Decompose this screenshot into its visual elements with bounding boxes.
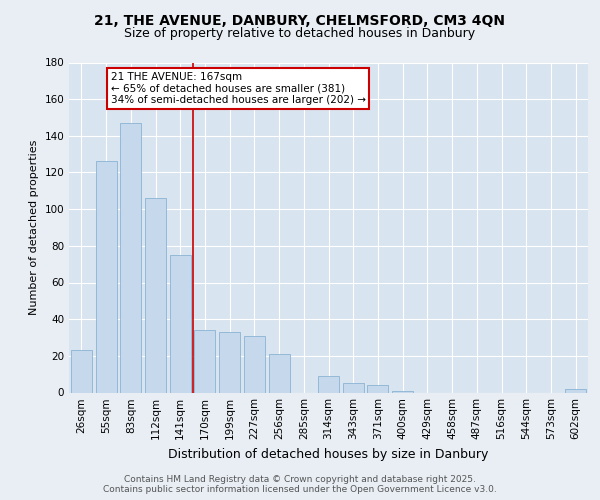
Bar [318,376,339,392]
Bar [145,198,166,392]
Bar [194,330,215,392]
Bar [71,350,92,393]
X-axis label: Distribution of detached houses by size in Danbury: Distribution of detached houses by size … [169,448,488,461]
Bar [170,255,191,392]
Bar [269,354,290,393]
Text: 21, THE AVENUE, DANBURY, CHELMSFORD, CM3 4QN: 21, THE AVENUE, DANBURY, CHELMSFORD, CM3… [95,14,505,28]
Text: Size of property relative to detached houses in Danbury: Size of property relative to detached ho… [124,28,476,40]
Bar [343,384,364,392]
Bar [565,389,586,392]
Bar [95,162,116,392]
Y-axis label: Number of detached properties: Number of detached properties [29,140,39,315]
Text: 21 THE AVENUE: 167sqm
← 65% of detached houses are smaller (381)
34% of semi-det: 21 THE AVENUE: 167sqm ← 65% of detached … [110,72,365,105]
Bar [392,390,413,392]
Bar [367,385,388,392]
Bar [244,336,265,392]
Text: Contains HM Land Registry data © Crown copyright and database right 2025.
Contai: Contains HM Land Registry data © Crown c… [103,474,497,494]
Bar [120,123,141,392]
Bar [219,332,240,392]
